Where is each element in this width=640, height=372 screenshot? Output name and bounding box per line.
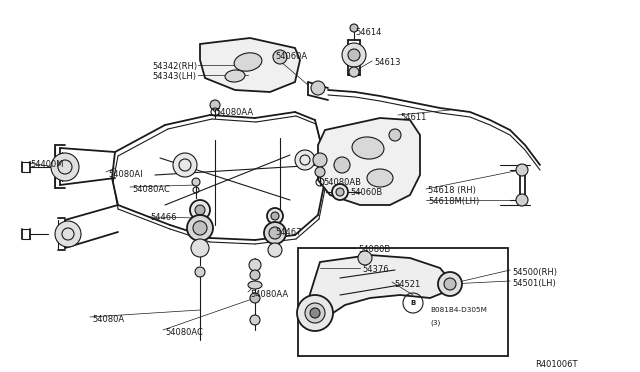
Circle shape [264, 222, 286, 244]
Text: 54614: 54614 [355, 28, 381, 37]
Polygon shape [318, 118, 420, 205]
Circle shape [192, 178, 200, 186]
Text: 54400M: 54400M [30, 160, 63, 169]
Text: 54613: 54613 [374, 58, 401, 67]
Text: (3): (3) [430, 319, 440, 326]
Bar [298, 248, 508, 356]
Ellipse shape [367, 169, 393, 187]
Circle shape [195, 205, 205, 215]
Text: 54501(LH): 54501(LH) [512, 279, 556, 288]
Circle shape [250, 270, 260, 280]
Text: 54467: 54467 [275, 228, 301, 237]
Circle shape [315, 167, 325, 177]
Text: 54060A: 54060A [275, 52, 307, 61]
Circle shape [444, 278, 456, 290]
Circle shape [516, 164, 528, 176]
Circle shape [348, 49, 360, 61]
Circle shape [267, 208, 283, 224]
Text: 54618 (RH): 54618 (RH) [428, 186, 476, 195]
Text: 54521: 54521 [394, 280, 420, 289]
Circle shape [268, 243, 282, 257]
Text: 54060B: 54060B [350, 188, 382, 197]
Text: 54080AB: 54080AB [323, 178, 361, 187]
Circle shape [273, 50, 287, 64]
Ellipse shape [352, 137, 384, 159]
Text: 54080AI: 54080AI [108, 170, 143, 179]
Circle shape [313, 153, 327, 167]
Text: 54376: 54376 [362, 265, 388, 274]
Circle shape [342, 43, 366, 67]
Text: 54080AA: 54080AA [215, 108, 253, 117]
Circle shape [389, 129, 401, 141]
Text: 54080AC: 54080AC [165, 328, 203, 337]
Circle shape [334, 157, 350, 173]
Text: 54080B: 54080B [358, 245, 390, 254]
Circle shape [271, 212, 279, 220]
Text: 54500(RH): 54500(RH) [512, 268, 557, 277]
Ellipse shape [234, 53, 262, 71]
Circle shape [269, 227, 281, 239]
Text: R401006T: R401006T [535, 360, 577, 369]
Text: 54611: 54611 [400, 113, 426, 122]
Text: 54080AA: 54080AA [250, 290, 288, 299]
Circle shape [295, 150, 315, 170]
Circle shape [332, 184, 348, 200]
Circle shape [311, 81, 325, 95]
Circle shape [297, 295, 333, 331]
Text: 54080A: 54080A [92, 315, 124, 324]
Circle shape [250, 315, 260, 325]
Circle shape [51, 153, 79, 181]
Circle shape [55, 221, 81, 247]
Circle shape [305, 303, 325, 323]
Circle shape [191, 239, 209, 257]
Circle shape [190, 200, 210, 220]
Text: 54466: 54466 [150, 213, 177, 222]
Text: 54343(LH): 54343(LH) [152, 72, 196, 81]
Ellipse shape [225, 70, 245, 82]
Text: 54080AC: 54080AC [132, 185, 170, 194]
Ellipse shape [248, 281, 262, 289]
Polygon shape [200, 38, 300, 92]
Circle shape [516, 194, 528, 206]
Circle shape [350, 24, 358, 32]
Circle shape [187, 215, 213, 241]
Circle shape [349, 67, 359, 77]
Circle shape [210, 100, 220, 110]
Circle shape [249, 259, 261, 271]
Circle shape [250, 293, 260, 303]
Circle shape [310, 308, 320, 318]
Circle shape [438, 272, 462, 296]
Polygon shape [305, 255, 450, 322]
Text: 54618M(LH): 54618M(LH) [428, 197, 479, 206]
Circle shape [193, 221, 207, 235]
Text: B081B4-D305M: B081B4-D305M [430, 307, 487, 313]
Circle shape [195, 267, 205, 277]
Text: B: B [410, 300, 415, 306]
Circle shape [336, 188, 344, 196]
Circle shape [358, 251, 372, 265]
Circle shape [173, 153, 197, 177]
Text: 54342(RH): 54342(RH) [152, 62, 197, 71]
